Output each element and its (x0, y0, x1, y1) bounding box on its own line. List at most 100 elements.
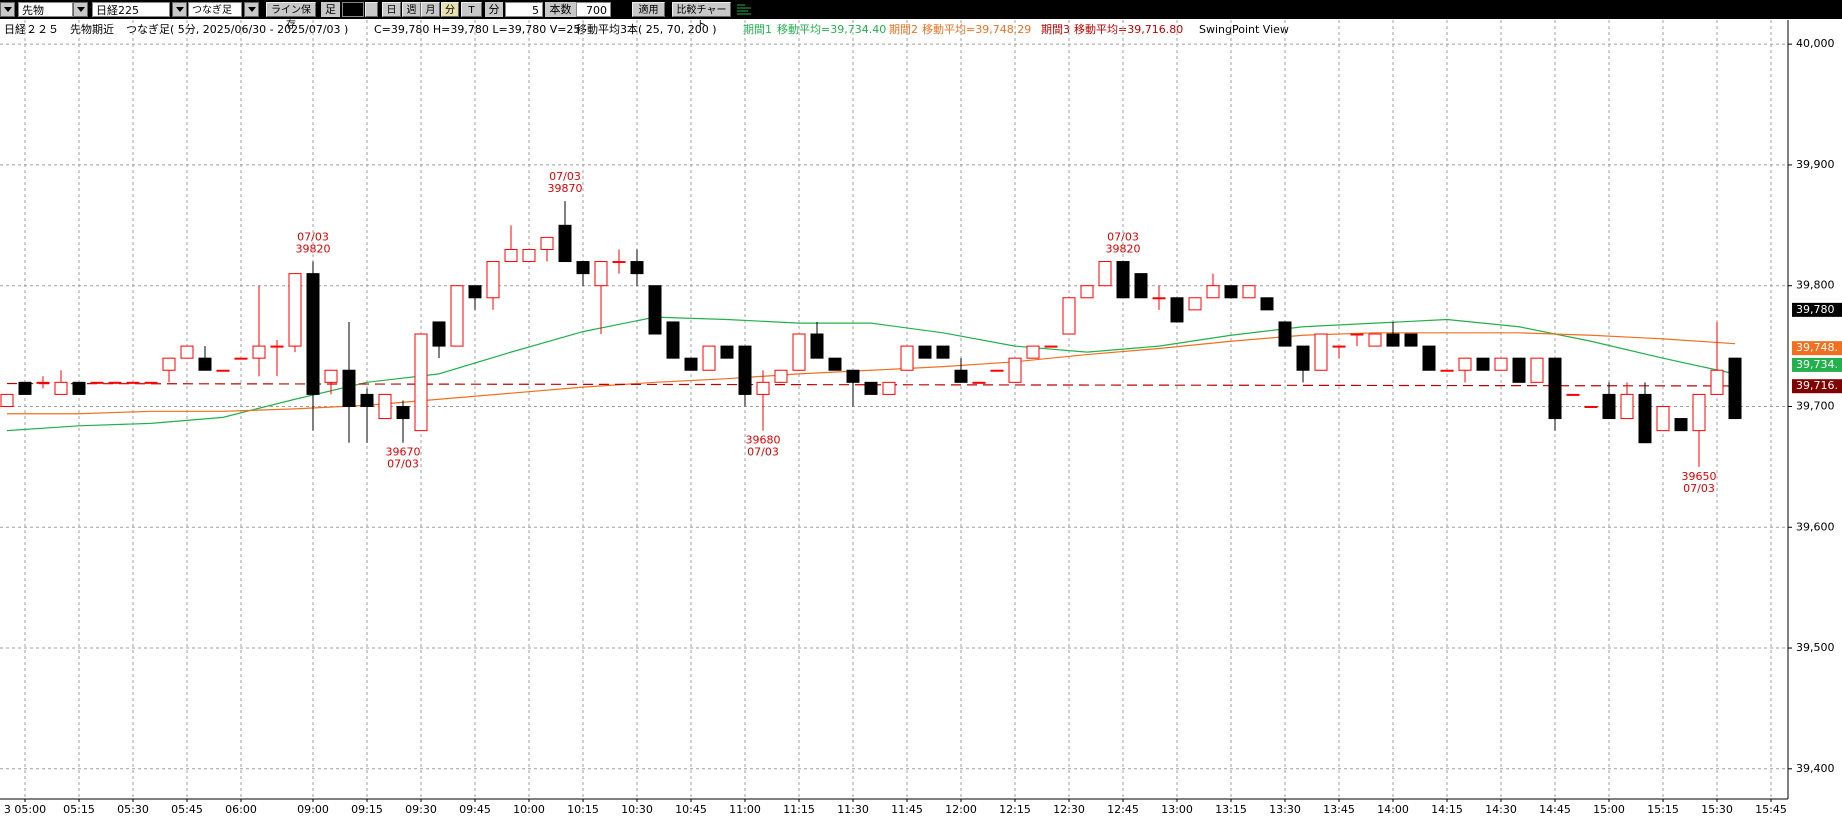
x-tick-label: 14:45 (1539, 803, 1571, 816)
candle-body (144, 381, 158, 384)
swing-value: 39680 (746, 434, 781, 447)
candle-body (702, 345, 716, 371)
symbol-dropdown[interactable] (172, 2, 187, 17)
candle-body (1710, 369, 1724, 395)
moving-average-line (6, 316, 1736, 432)
y-tick-label: 39,600 (1796, 520, 1835, 533)
candle-body (1026, 345, 1040, 359)
x-tick-label: 12:30 (1053, 803, 1085, 816)
x-tick-label: 05:30 (117, 803, 149, 816)
candle-body (378, 393, 392, 420)
market-select[interactable]: 先物 (18, 2, 73, 17)
candle-body (450, 285, 464, 347)
x-tick-label: 09:00 (297, 803, 329, 816)
candle-body (1350, 333, 1364, 336)
candle-body (90, 381, 104, 384)
candle-body (72, 381, 86, 395)
candle-body (540, 236, 554, 250)
swing-value: 39870 (548, 182, 583, 195)
candle-body (18, 381, 32, 395)
candle-body (1188, 297, 1202, 311)
candle-body (684, 357, 698, 371)
x-tick-label: 09:45 (459, 803, 491, 816)
candle-body (108, 381, 122, 384)
x-tick-label: 12:00 (945, 803, 977, 816)
candle-body (576, 261, 590, 275)
ashi-input[interactable] (342, 2, 364, 17)
candle-body (1314, 333, 1328, 371)
candle-body (1494, 357, 1508, 371)
candle-body (1458, 357, 1472, 371)
candle-body (468, 285, 482, 299)
candle-body (306, 273, 320, 395)
symbol-select[interactable]: 日経225 (92, 2, 170, 17)
period-button[interactable]: 日 (382, 2, 401, 17)
legend-name: 期間3 (1041, 23, 1070, 36)
candle-body (396, 405, 410, 420)
swing-date: 07/03 (387, 458, 419, 471)
period-button[interactable]: T (461, 2, 482, 17)
candle-body (612, 261, 626, 264)
candle-body (990, 369, 1004, 372)
candle-body (864, 381, 878, 395)
period-button[interactable]: 月 (421, 2, 440, 17)
candle-body (666, 321, 680, 359)
x-tick-label: 05:15 (63, 803, 95, 816)
candle-body (1386, 333, 1400, 347)
candle-body (0, 393, 14, 407)
candle-body (1224, 285, 1238, 299)
header-ohlcv: C=39,780 H=39,780 L=39,780 V=25 (374, 23, 580, 36)
candle-body (1566, 393, 1580, 396)
candle-body (1062, 297, 1076, 335)
candle-body (1530, 357, 1544, 383)
header-view: SwingPoint View (1199, 23, 1289, 36)
ashi-spin[interactable] (365, 2, 378, 17)
candle-body (882, 381, 896, 395)
candle-body (1260, 297, 1274, 311)
price-marker (1792, 341, 1842, 356)
candle-body (1476, 357, 1490, 371)
interval-input[interactable]: 5 (505, 2, 543, 17)
apply-button[interactable]: 適用 (632, 2, 665, 17)
x-tick-label: 15:00 (1593, 803, 1625, 816)
candle-body (828, 357, 842, 371)
menu-button[interactable] (0, 2, 15, 17)
x-tick-label: 13:30 (1269, 803, 1301, 816)
price-marker-label: 39,716. (1796, 379, 1838, 392)
x-tick-label: 09:15 (351, 803, 383, 816)
x-tick-label: 15:45 (1755, 803, 1787, 816)
compare-button[interactable]: 比較チャート (672, 2, 731, 31)
legend-value: 移動平均=39,734.40 (777, 22, 886, 36)
market-dropdown[interactable] (73, 2, 88, 17)
candle-body (1692, 393, 1706, 432)
candle-body (900, 345, 914, 371)
candle-body (1116, 261, 1130, 299)
legend-value: 移動平均=39,748.29 (922, 22, 1031, 36)
candle-body (594, 261, 608, 287)
count-input[interactable]: 700 (576, 2, 611, 17)
period-button[interactable]: 週 (402, 2, 421, 17)
candle-body (342, 369, 356, 407)
candle-body (1656, 405, 1670, 432)
save-line-button[interactable]: ライン保存 (266, 2, 316, 31)
x-tick-label: 15:30 (1701, 803, 1733, 816)
candle-body (756, 381, 770, 395)
candle-body (1206, 285, 1220, 299)
price-marker-label: 39,748. (1796, 341, 1838, 354)
bar-type-dropdown[interactable] (244, 2, 259, 17)
legend-value: 移動平均=39,716.80 (1074, 22, 1183, 36)
bar-type-select[interactable]: つなぎ足 (188, 2, 242, 17)
y-tick-label: 39,500 (1796, 641, 1835, 654)
x-tick-label: 11:30 (837, 803, 869, 816)
unit-label: 分 (485, 2, 503, 17)
period-button[interactable]: 分 (441, 2, 459, 17)
candle-body (1044, 345, 1058, 348)
candle-body (180, 345, 194, 359)
candle-body (1170, 297, 1184, 323)
candle-body (720, 345, 734, 359)
candle-body (1602, 393, 1616, 420)
swing-value: 39820 (296, 243, 331, 256)
candle-body (1548, 357, 1562, 420)
indicator-icon[interactable] (736, 3, 752, 16)
